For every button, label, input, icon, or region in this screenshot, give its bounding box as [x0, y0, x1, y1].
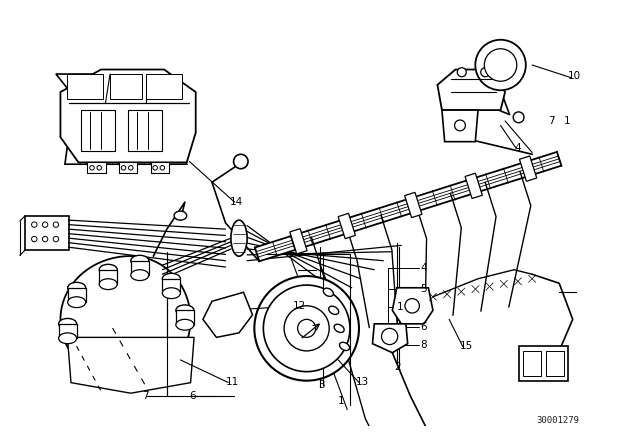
- Ellipse shape: [176, 305, 194, 316]
- Circle shape: [234, 154, 248, 169]
- Text: 4: 4: [514, 143, 521, 153]
- Text: 3: 3: [318, 380, 325, 390]
- Bar: [131, 261, 149, 275]
- Ellipse shape: [131, 255, 149, 266]
- Text: 4: 4: [420, 263, 427, 273]
- Polygon shape: [437, 69, 505, 110]
- Circle shape: [31, 222, 37, 227]
- Text: 15: 15: [460, 341, 473, 351]
- Text: 12: 12: [293, 301, 307, 311]
- Bar: [546, 351, 564, 376]
- Circle shape: [97, 166, 102, 170]
- Circle shape: [457, 68, 467, 77]
- Text: 10: 10: [568, 71, 581, 81]
- Polygon shape: [338, 213, 355, 239]
- Polygon shape: [255, 152, 561, 261]
- Polygon shape: [520, 156, 537, 181]
- Circle shape: [484, 49, 516, 81]
- Circle shape: [90, 166, 94, 170]
- Circle shape: [122, 166, 126, 170]
- Bar: [518, 346, 568, 381]
- Circle shape: [129, 166, 133, 170]
- Bar: [119, 163, 137, 173]
- Text: 8: 8: [420, 340, 427, 349]
- Text: 5: 5: [420, 284, 427, 294]
- Polygon shape: [67, 337, 194, 393]
- Ellipse shape: [163, 273, 180, 284]
- Circle shape: [263, 285, 350, 372]
- Text: 2: 2: [394, 362, 401, 372]
- Polygon shape: [65, 97, 187, 164]
- Bar: [81, 110, 115, 151]
- Polygon shape: [372, 324, 408, 353]
- Circle shape: [53, 237, 59, 242]
- Circle shape: [42, 237, 48, 242]
- Circle shape: [405, 299, 419, 313]
- Ellipse shape: [339, 342, 349, 350]
- Bar: [163, 279, 180, 293]
- Ellipse shape: [59, 319, 77, 329]
- Bar: [128, 110, 163, 151]
- Polygon shape: [404, 192, 422, 218]
- Bar: [146, 74, 182, 99]
- Ellipse shape: [231, 220, 247, 256]
- Circle shape: [481, 68, 490, 77]
- Text: 6: 6: [420, 322, 427, 332]
- Circle shape: [31, 237, 37, 242]
- Ellipse shape: [334, 324, 344, 332]
- Bar: [110, 74, 141, 99]
- Polygon shape: [442, 110, 478, 142]
- Polygon shape: [60, 69, 196, 163]
- Ellipse shape: [323, 288, 333, 297]
- Text: 6: 6: [189, 391, 196, 401]
- Ellipse shape: [99, 279, 117, 289]
- Circle shape: [42, 222, 48, 227]
- Bar: [68, 288, 86, 302]
- Circle shape: [513, 112, 524, 123]
- Circle shape: [476, 40, 526, 90]
- Bar: [150, 163, 169, 173]
- Circle shape: [153, 166, 157, 170]
- Ellipse shape: [329, 306, 339, 314]
- Circle shape: [454, 120, 465, 131]
- Polygon shape: [203, 292, 253, 337]
- Bar: [59, 324, 77, 338]
- Circle shape: [298, 319, 316, 337]
- Text: 1: 1: [338, 396, 345, 405]
- Ellipse shape: [99, 264, 117, 275]
- Text: 13: 13: [356, 378, 369, 388]
- Polygon shape: [56, 74, 178, 97]
- Circle shape: [53, 222, 59, 227]
- Bar: [523, 351, 541, 376]
- Ellipse shape: [68, 282, 86, 293]
- Text: 7: 7: [548, 116, 555, 126]
- Polygon shape: [392, 288, 433, 324]
- Ellipse shape: [59, 333, 77, 344]
- Circle shape: [254, 276, 359, 381]
- Text: 11: 11: [225, 378, 239, 388]
- Polygon shape: [465, 173, 483, 198]
- Text: 1: 1: [564, 116, 570, 126]
- Bar: [88, 163, 106, 173]
- Bar: [99, 270, 117, 284]
- Text: 30001279: 30001279: [536, 416, 580, 425]
- Bar: [25, 215, 68, 250]
- Bar: [176, 310, 194, 325]
- Circle shape: [284, 306, 329, 351]
- Circle shape: [381, 328, 397, 345]
- Circle shape: [160, 166, 164, 170]
- Ellipse shape: [131, 270, 149, 280]
- Bar: [67, 74, 103, 99]
- Polygon shape: [290, 228, 307, 254]
- Ellipse shape: [176, 319, 194, 330]
- Ellipse shape: [163, 288, 180, 299]
- Polygon shape: [61, 256, 191, 383]
- Ellipse shape: [174, 211, 187, 220]
- Text: 1: 1: [397, 302, 403, 312]
- Text: 7: 7: [143, 391, 149, 401]
- Ellipse shape: [68, 297, 86, 308]
- Text: 14: 14: [230, 197, 243, 207]
